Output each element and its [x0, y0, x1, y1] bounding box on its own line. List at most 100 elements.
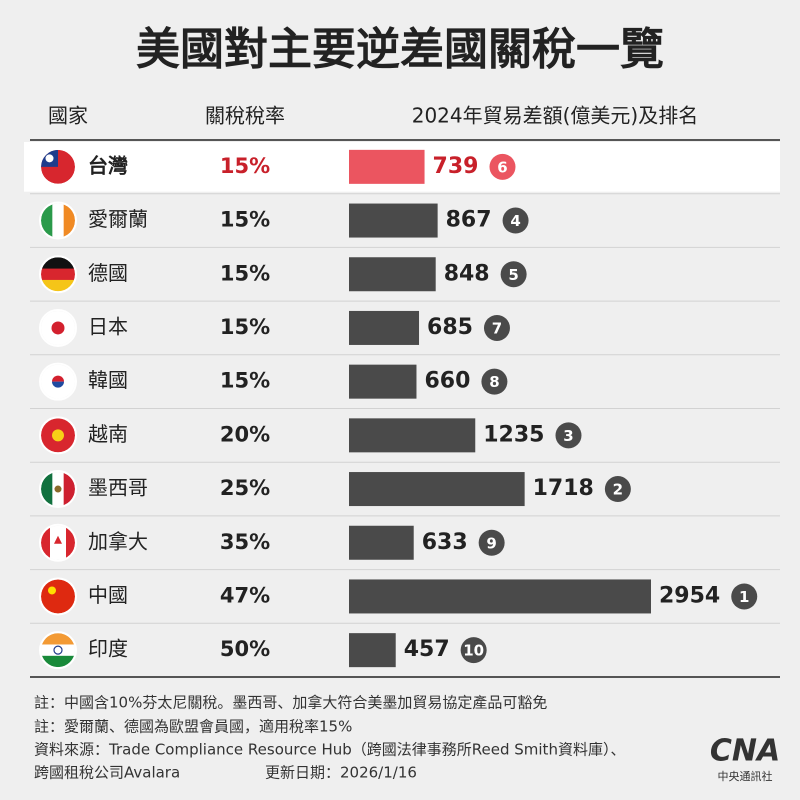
bar [349, 203, 438, 238]
flag-part [41, 525, 50, 560]
value-label: 457 [404, 637, 450, 662]
flag-part [41, 279, 75, 292]
rank-badge [500, 261, 527, 288]
flag [41, 633, 75, 668]
flag-part [53, 645, 63, 655]
country-name: 印度 [88, 637, 128, 661]
bar [349, 364, 417, 399]
flag [41, 364, 75, 399]
rank-label: 3 [563, 427, 573, 445]
column-header: 關稅稅率 [205, 104, 285, 128]
country-name: 加拿大 [88, 529, 148, 553]
rank-badge [460, 637, 487, 664]
rank-label: 10 [463, 642, 484, 660]
flag-part [52, 381, 64, 388]
flag-part [52, 429, 64, 442]
flag-part [54, 485, 62, 493]
flag-border [39, 523, 77, 562]
update-date: 更新日期：2026/1/16 [265, 764, 417, 782]
bar [349, 525, 414, 560]
value-label: 867 [446, 208, 492, 233]
country-name: 德國 [88, 261, 128, 285]
tariff-rate: 15% [220, 369, 270, 393]
flag-part [41, 579, 75, 614]
value-label: 633 [422, 530, 468, 555]
flag-border [39, 255, 77, 294]
flag [41, 418, 75, 453]
flag [41, 472, 75, 507]
flag-part [48, 586, 56, 595]
country-name: 台灣 [88, 153, 128, 177]
tariff-rate: 15% [220, 315, 270, 339]
flag-border [39, 577, 77, 616]
rank-label: 4 [510, 212, 520, 230]
flag-border [39, 416, 77, 455]
flag-border [39, 147, 77, 186]
flag-part [52, 203, 65, 238]
tariff-rate: 47% [220, 583, 270, 607]
bar [349, 310, 420, 345]
flag-border [39, 308, 77, 347]
column-header: 國家 [48, 104, 88, 128]
rank-label: 5 [508, 266, 518, 284]
rank-badge [502, 207, 529, 234]
rank-label: 1 [739, 588, 749, 606]
value-label: 848 [444, 261, 490, 286]
country-name: 日本 [88, 314, 128, 338]
flag-part [52, 375, 64, 382]
flag-border [39, 362, 77, 401]
rank-label: 2 [613, 481, 623, 499]
flag [41, 310, 75, 345]
flag [41, 525, 75, 560]
tariff-rate: 35% [220, 530, 270, 554]
flag-part [41, 633, 75, 645]
country-name: 愛爾蘭 [88, 207, 148, 231]
country-name: 越南 [88, 422, 128, 446]
value-label: 1235 [483, 422, 544, 447]
flag-part [41, 203, 53, 238]
source: 跨國租稅公司Avalara [34, 764, 180, 782]
row-background [24, 625, 780, 675]
rank-label: 7 [492, 319, 502, 337]
flag-part [41, 644, 75, 657]
flag-border [39, 201, 77, 240]
flag-part [63, 472, 75, 507]
source: 資料來源：Trade Compliance Resource Hub（跨國法律事… [34, 741, 625, 759]
rank-badge [483, 314, 510, 341]
value-label: 739 [433, 154, 479, 179]
flag-part [63, 203, 75, 238]
flag-part [51, 321, 65, 335]
column-header: 2024年貿易差額(億美元)及排名 [412, 104, 699, 128]
note: 註：愛爾蘭、德國為歐盟會員國，適用稅率15% [34, 718, 352, 736]
tariff-rate: 25% [220, 476, 270, 500]
value-label: 685 [427, 315, 473, 340]
flag-part [45, 154, 54, 163]
logo: CNA [710, 734, 780, 769]
rank-badge [555, 422, 582, 449]
rank-badge [604, 476, 631, 503]
rank-badge [481, 368, 508, 395]
rank-badge [731, 583, 758, 610]
tariff-rate: 20% [220, 422, 270, 446]
tariff-rate: 15% [220, 261, 270, 285]
flag [41, 149, 75, 184]
rank-label: 6 [497, 158, 507, 176]
value-label: 2954 [659, 583, 720, 608]
flag-part [41, 655, 75, 668]
flag-border [39, 631, 77, 670]
rank-badge [478, 529, 505, 556]
flag-part [41, 472, 53, 507]
logo-caption: 中央通訊社 [718, 769, 773, 783]
flag-part [41, 257, 75, 270]
tariff-rate: 15% [220, 154, 270, 178]
tariff-rate: 15% [220, 208, 270, 232]
flag [41, 203, 75, 238]
flag-part [41, 268, 75, 281]
rank-label: 8 [489, 373, 499, 391]
flag [41, 257, 75, 292]
bar [349, 472, 525, 507]
flag-part [54, 535, 62, 544]
value-label: 660 [424, 369, 470, 394]
